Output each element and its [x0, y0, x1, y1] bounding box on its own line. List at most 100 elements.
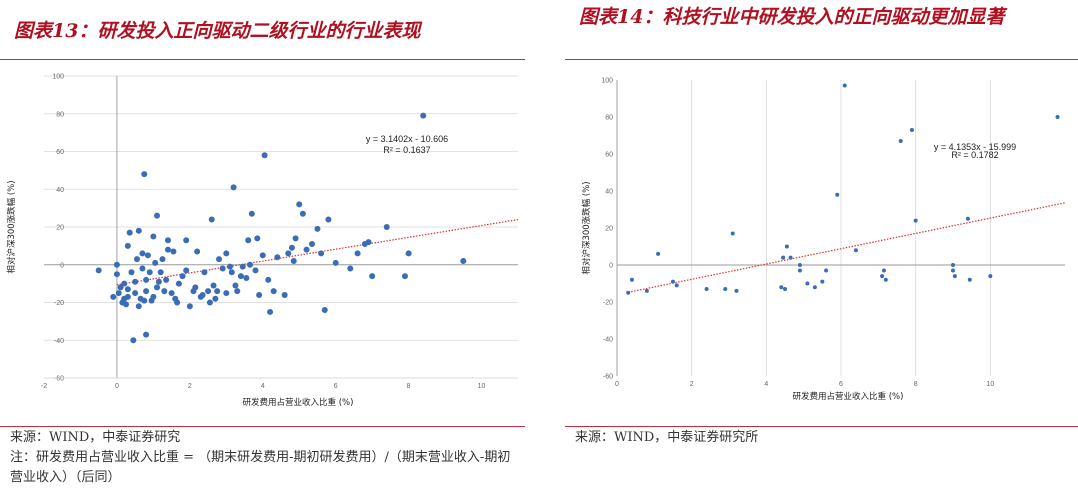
- right-scatter-point: [853, 248, 858, 253]
- left-y-tick-label: -60: [54, 376, 64, 383]
- left-scatter-point: [95, 267, 102, 274]
- left-scatter-point: [159, 256, 166, 263]
- left-scatter-point: [168, 290, 175, 297]
- left-x-tick-label: 0: [115, 383, 119, 390]
- left-scatter-point: [146, 269, 153, 276]
- left-scatter-point: [460, 257, 467, 264]
- left-scatter-point: [128, 269, 135, 276]
- right-y-tick-label: 60: [605, 152, 613, 159]
- right-x-tick-label: 2: [690, 381, 694, 388]
- left-scatter-point: [232, 282, 239, 289]
- left-scatter-point: [226, 263, 233, 270]
- left-scatter-point: [110, 293, 117, 300]
- left-scatter-point: [369, 273, 376, 280]
- left-scatter-point: [194, 248, 201, 255]
- left-scatter-point: [141, 171, 148, 178]
- left-scatter-point: [234, 288, 241, 295]
- left-scatter-point: [157, 269, 164, 276]
- right-scatter-point: [835, 192, 840, 197]
- left-r-squared: R² = 0.1637: [383, 145, 430, 155]
- left-scatter-point: [216, 256, 223, 263]
- left-scatter-point: [254, 235, 261, 242]
- left-scatter-point: [179, 273, 186, 280]
- left-scatter-point: [243, 274, 250, 281]
- left-scatter-point: [247, 261, 254, 268]
- right-scatter-point: [881, 268, 886, 273]
- right-figure-title: 图表14：科技行业中研发投入的正向驱动更加显著: [579, 6, 1005, 28]
- left-scatter-point: [192, 284, 199, 291]
- right-scatter-point: [656, 251, 661, 256]
- right-scatter-point: [626, 290, 631, 295]
- left-scatter-point: [383, 224, 390, 230]
- right-scatter-point: [788, 255, 793, 260]
- right-x-tick-label: 8: [914, 381, 918, 388]
- left-scatter-point: [144, 252, 151, 259]
- left-scatter-point: [281, 291, 288, 298]
- right-y-tick-label: -40: [603, 337, 613, 344]
- left-y-tick-label: 80: [56, 111, 64, 118]
- left-scatter-point: [161, 288, 168, 295]
- left-y-tick-label: 40: [56, 187, 64, 194]
- right-scatter-point: [842, 83, 847, 88]
- right-scatter-point: [734, 288, 739, 293]
- left-scatter-point: [303, 246, 310, 253]
- left-scatter-point: [347, 265, 354, 272]
- left-scatter-point: [124, 242, 131, 249]
- left-panel: 图表13：研发投入正向驱动二级行业的行业表现 -60 -40 -20 0 20 40 60 8…: [0, 0, 525, 499]
- left-x-tick-label: -2: [41, 383, 47, 390]
- left-x-tick-label: 6: [334, 383, 338, 390]
- left-y-tick-label: 100: [52, 74, 64, 81]
- right-source-text: 来源：WIND，中泰证券研究所: [575, 430, 759, 445]
- right-scatter-point: [965, 216, 970, 221]
- left-scatter-point: [132, 290, 139, 297]
- left-scatter-point: [139, 265, 146, 272]
- left-scatter-point: [223, 250, 230, 257]
- left-scatter-point: [113, 271, 120, 278]
- left-scatter-point: [143, 288, 150, 295]
- left-y-tick-label: 20: [56, 225, 64, 232]
- left-scatter-point: [248, 210, 255, 217]
- left-scatter-point: [245, 237, 252, 244]
- right-scatter-point: [880, 274, 885, 279]
- left-y-tick-label: -40: [54, 338, 64, 345]
- left-scatter-point: [270, 288, 277, 295]
- right-y-tick-label: 0: [609, 263, 613, 270]
- right-regression-equation: y = 4.1353x - 15.999: [934, 142, 1016, 152]
- right-scatter-point: [674, 283, 679, 288]
- left-scatter-point: [124, 286, 131, 293]
- right-x-tick-label: 4: [764, 381, 768, 388]
- left-x-tick-label: 4: [261, 383, 265, 390]
- left-scatter-point: [174, 299, 181, 306]
- right-scatter-point: [779, 285, 784, 290]
- right-source-block: 来源：WIND，中泰证券研究所: [575, 428, 1078, 448]
- left-scatter-point: [256, 291, 263, 298]
- left-scatter-point: [183, 237, 190, 244]
- left-note-text: 注：研发费用占营业收入比重 = （期末研发费用-期初研发费用）/（期末营业收入-…: [10, 450, 511, 485]
- left-scatter-point: [164, 237, 171, 244]
- left-scatter-point: [261, 152, 268, 159]
- left-scatter-point: [143, 331, 150, 338]
- left-scatter-point: [321, 307, 328, 314]
- left-scatter-point: [290, 257, 297, 264]
- right-y-tick-label: 40: [605, 189, 613, 196]
- left-scatter-point: [199, 291, 206, 298]
- right-scatter-point: [781, 255, 786, 260]
- left-scatter-point: [365, 239, 372, 246]
- right-y-tick-label: 100: [601, 78, 613, 85]
- left-scatter-point: [288, 244, 295, 251]
- left-scatter-point: [117, 284, 124, 291]
- left-scatter-point: [121, 280, 128, 287]
- left-scatter-point: [405, 250, 412, 257]
- left-scatter-point: [219, 265, 226, 272]
- left-scatter-point: [299, 210, 306, 217]
- right-scatter-chart: -60 -40 -20 0 20 40 60 80 100 0 2 4 6 8 10 y = 4.1353x …: [581, 78, 1066, 402]
- left-scatter-point: [292, 235, 299, 242]
- right-scatter-point: [909, 127, 914, 132]
- left-figure-title: 图表13：研发投入正向驱动二级行业的行业表现: [14, 20, 421, 42]
- left-top-rule: [0, 59, 525, 60]
- left-x-axis-title: 研发费用占营业收入比重 (%): [243, 397, 354, 408]
- left-x-tick-label: 10: [478, 383, 486, 390]
- right-x-tick-label: 0: [615, 381, 619, 388]
- left-scatter-point: [237, 273, 244, 280]
- left-scatter-point: [252, 267, 259, 274]
